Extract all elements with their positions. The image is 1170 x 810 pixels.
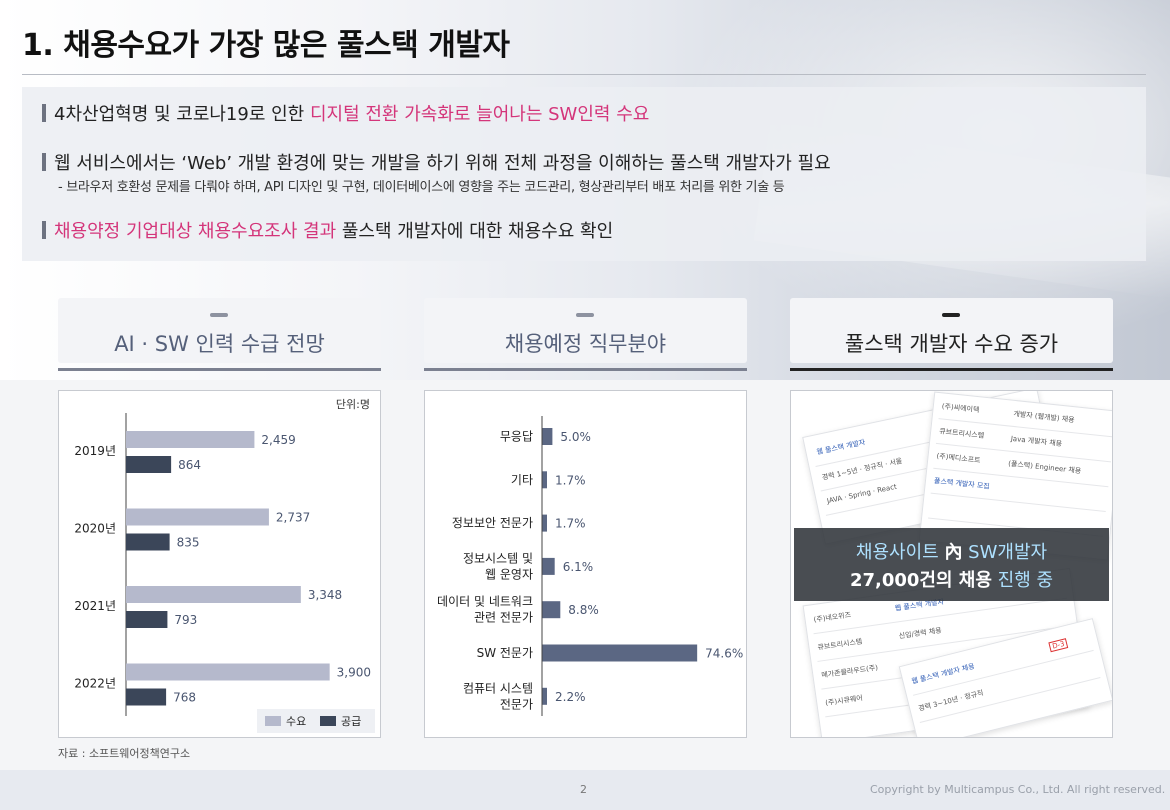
legend-label: 공급 — [341, 715, 361, 728]
supply-bar — [126, 456, 172, 473]
category-label: 웹 운영자 — [485, 567, 533, 581]
supply-bar — [126, 611, 168, 628]
bullet-item: 채용약정 기업대상 채용수요조사 결과 풀스택 개발자에 대한 채용수요 확인 — [42, 217, 613, 243]
supply-demand-chart: 단위:명 2019년 2,459 864 2020년 2,737 835 2021년 3,348… — [74, 398, 375, 733]
data-label: 5.0% — [560, 430, 591, 444]
category-label: 2020년 — [74, 522, 116, 536]
card-underline — [790, 368, 1113, 371]
demand-bar — [126, 586, 301, 603]
data-label: 2,737 — [276, 511, 310, 525]
page-number: 2 — [580, 783, 587, 796]
card-header-fullstack-demand: 풀스택 개발자 수요 증가 — [790, 298, 1113, 363]
data-label: 1.7% — [555, 517, 586, 531]
data-label: 8.8% — [568, 603, 599, 617]
data-label: 2,459 — [261, 433, 295, 447]
card-underline — [424, 368, 747, 371]
card-underline — [58, 368, 381, 371]
demand-bar — [126, 508, 269, 526]
callout-prefix: 채용사이트 — [855, 542, 945, 563]
chart-unit-label: 단위:명 — [336, 398, 370, 411]
data-label: 3,348 — [308, 588, 342, 602]
bullet-item: 웹 서비스에서는 ‘Web’ 개발 환경에 맞는 개발을 하기 위해 전체 과정… — [42, 149, 831, 175]
card-title: 채용예정 직무분야 — [504, 332, 667, 356]
job-field-bar — [542, 644, 698, 662]
data-label: 3,900 — [337, 666, 371, 680]
callout-rest: 진행 중 — [991, 570, 1054, 591]
data-label: 864 — [178, 458, 201, 472]
callout-line-1: 채용사이트 內 SW개발자 — [794, 538, 1109, 564]
data-label: 793 — [174, 613, 197, 627]
bullet-text: 풀스택 개발자에 대한 채용수요 확인 — [336, 221, 614, 242]
data-label: 6.1% — [563, 560, 594, 574]
bullet-item: 4차산업혁명 및 코로나19로 인한 디지털 전환 가속화로 늘어나는 SW인력… — [42, 100, 649, 126]
supply-demand-chart-panel: 단위:명 2019년 2,459 864 2020년 2,737 835 2021년 3,348… — [58, 390, 381, 738]
title-divider — [22, 74, 1146, 75]
bullet-panel: 4차산업혁명 및 코로나19로 인한 디지털 전환 가속화로 늘어나는 SW인력… — [22, 87, 1146, 261]
bullet-marker — [42, 153, 46, 171]
job-field-bar — [542, 428, 553, 445]
callout-in-symbol: 內 — [944, 542, 963, 563]
callout-line-2: 27,000건의 채용 진행 중 — [794, 566, 1109, 592]
supply-bar — [126, 688, 167, 706]
bullet-marker — [42, 104, 46, 122]
card-tick — [576, 313, 594, 317]
category-label: 전문가 — [500, 697, 533, 711]
category-label: 2021년 — [74, 599, 116, 613]
category-label: 정보보안 전문가 — [452, 516, 533, 530]
data-label: 835 — [177, 536, 200, 550]
supply-bar — [126, 533, 170, 551]
demand-bar — [126, 431, 255, 448]
job-field-bar — [542, 514, 547, 532]
data-label: 74.6% — [705, 647, 743, 661]
category-label: 데이터 및 네트워크 — [437, 595, 533, 609]
job-field-bar — [542, 471, 547, 489]
category-label: 기타 — [511, 473, 533, 487]
bullet-highlight: 디지털 전환 가속화로 늘어나는 SW인력 수요 — [309, 104, 650, 125]
category-label: 2019년 — [74, 444, 116, 458]
card-tick — [942, 313, 960, 317]
bullet-text: 웹 서비스에서는 ‘Web’ 개발 환경에 맞는 개발을 하기 위해 전체 과정… — [54, 153, 831, 174]
card-header-supply-outlook: AI · SW 인력 수급 전망 — [58, 298, 381, 363]
category-label: 컴퓨터 시스템 — [463, 681, 533, 695]
legend-swatch — [320, 716, 336, 726]
job-field-chart: 무응답 5.0% 기타 1.7% 정보보안 전문가 1.7% 정보시스템 및웹 운영자 6.1… — [437, 416, 743, 716]
card-title: AI · SW 인력 수급 전망 — [114, 332, 325, 356]
job-field-bar — [542, 687, 547, 705]
jobsite-callout: 채용사이트 內 SW개발자 27,000건의 채용 진행 중 — [794, 528, 1109, 601]
sub-bullet: - 브라우저 호환성 문제를 다뤄야 하며, API 디자인 및 구현, 데이터… — [58, 180, 785, 195]
data-label: 1.7% — [555, 473, 586, 487]
callout-count: 27,000건의 채용 — [849, 570, 992, 591]
category-label: 무응답 — [500, 430, 533, 444]
card-tick — [210, 313, 228, 317]
demand-bar — [126, 663, 330, 681]
page-title: 1. 채용수요가 가장 많은 풀스택 개발자 — [22, 28, 510, 63]
legend-swatch — [265, 716, 281, 726]
bullet-text: 4차산업혁명 및 코로나19로 인한 — [54, 104, 310, 125]
callout-suffix: SW개발자 — [962, 542, 1048, 563]
data-label: 768 — [173, 691, 196, 705]
category-label: SW 전문가 — [477, 646, 533, 660]
category-label: 정보시스템 및 — [463, 551, 533, 565]
legend-label: 수요 — [286, 715, 306, 728]
category-label: 관련 전문가 — [474, 611, 533, 625]
source-note: 자료 : 소프트웨어정책연구소 — [58, 747, 191, 760]
job-field-bar — [542, 601, 561, 619]
category-label: 2022년 — [74, 677, 116, 691]
footer-bar — [0, 770, 1170, 810]
bullet-marker — [42, 221, 46, 239]
copyright: Copyright by Multicampus Co., Ltd. All r… — [870, 783, 1166, 796]
card-header-job-fields: 채용예정 직무분야 — [424, 298, 747, 363]
card-title: 풀스택 개발자 수요 증가 — [844, 332, 1059, 356]
job-field-bar — [542, 557, 555, 575]
data-label: 2.2% — [555, 690, 586, 704]
bullet-highlight: 채용약정 기업대상 채용수요조사 결과 — [54, 221, 337, 242]
